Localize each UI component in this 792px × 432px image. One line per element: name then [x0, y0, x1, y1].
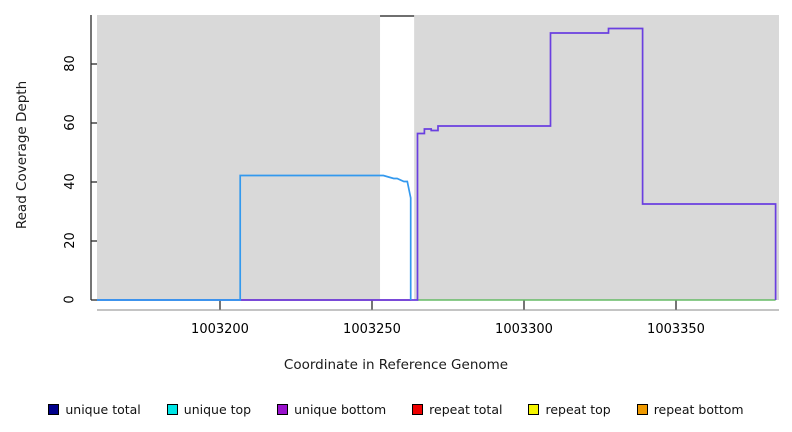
- x-tick-label-1003200: 1003200: [191, 322, 249, 337]
- legend-item-unique-top: unique top: [166, 401, 252, 417]
- x-tick-label-1003300: 1003300: [495, 322, 553, 337]
- x-tick-label-1003250: 1003250: [343, 322, 401, 337]
- y-axis-title-text: Read Coverage Depth: [14, 80, 30, 230]
- y-tick-label-40: 40: [62, 173, 78, 190]
- legend-item-repeat-bottom: repeat bottom: [636, 401, 744, 417]
- legend-item-repeat-top: repeat top: [528, 401, 611, 417]
- legend-item-unique-bottom: unique bottom: [277, 402, 386, 417]
- x-tick-label-1003350: 1003350: [647, 322, 705, 337]
- legend-swatch-icon: [636, 403, 648, 415]
- y-tick-label-60: 60: [62, 114, 78, 131]
- legend-label: unique total: [65, 401, 141, 417]
- legend-swatch-icon: [166, 403, 178, 415]
- axis-lines: [90, 15, 779, 311]
- legend-label: repeat bottom: [653, 401, 744, 417]
- series-unique-bottom: [97, 27, 777, 301]
- legend-label: unique top: [183, 401, 252, 417]
- legend-label: repeat top: [545, 401, 611, 417]
- legend-swatch-icon: [277, 403, 289, 415]
- x-axis-title: Coordinate in Reference Genome: [283, 357, 509, 373]
- y-axis-title: Read Coverage Depth: [8, 0, 36, 310]
- plot-background: [97, 15, 779, 300]
- legend-swatch-icon: [48, 403, 60, 415]
- legend-label: repeat total: [429, 401, 503, 417]
- series-unique-top: [97, 174, 412, 301]
- legend-item-repeat-total: repeat total: [412, 402, 502, 417]
- legend-label: unique bottom: [294, 401, 387, 417]
- y-tick-label-20: 20: [62, 232, 78, 249]
- chart-legend: unique total unique top unique bottom re…: [0, 398, 792, 420]
- y-tick-label-0: 0: [62, 295, 78, 304]
- y-tick-label-80: 80: [62, 55, 78, 72]
- legend-swatch-icon: [528, 403, 540, 415]
- legend-swatch-icon: [412, 403, 424, 415]
- legend-item-unique-total: unique total: [48, 401, 141, 417]
